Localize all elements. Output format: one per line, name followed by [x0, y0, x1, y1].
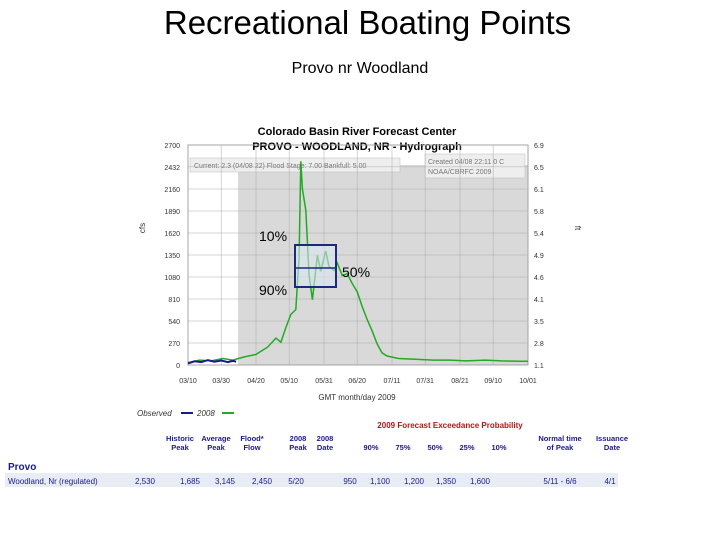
y-tick-label-right: 6.5 [534, 165, 544, 172]
table-header: 75% [395, 443, 410, 452]
x-tick-label: 05/10 [280, 378, 298, 385]
info-box-right [424, 153, 526, 179]
legend-2008-label: 2008 [196, 409, 215, 418]
info-left-text: Current: 2.3 (04/08 22) Flood Stage: 7.0… [194, 163, 366, 170]
y-tick-label-left: 2160 [164, 187, 180, 194]
y-tick-label-right: 5.8 [534, 209, 544, 216]
x-tick-label: 07/31 [416, 378, 434, 385]
table-header: 2008 Peak [289, 434, 307, 452]
y-tick-label-right: 1.1 [534, 363, 544, 370]
table-cell: 1,350 [436, 477, 457, 486]
table-row-bg [5, 473, 618, 487]
y-axis-label-right: ft [573, 226, 582, 231]
table-cell: 2,530 [135, 477, 156, 486]
table-header: Normal time of Peak [538, 434, 581, 452]
table-header: 2008 Date [317, 434, 334, 452]
overlay-label-90: 90% [259, 282, 287, 298]
chart-header: Colorado Basin River Forecast Center [258, 126, 457, 138]
table-header: Historic Peak [166, 434, 194, 452]
table-group-header: 2009 Forecast Exceedance Probability [377, 421, 523, 430]
x-tick-label: 07/11 [384, 378, 401, 385]
table-cell: 1,100 [370, 477, 391, 486]
table-cell: 5/11 - 6/6 [543, 477, 577, 486]
table-header: Flood* Flow [240, 434, 263, 452]
overlay-label-50: 50% [342, 264, 370, 280]
table-cell: 1,600 [470, 477, 491, 486]
y-axis-label-left: cfs [138, 223, 147, 233]
exceedance-box [294, 244, 337, 288]
x-axis-label: GMT month/day 2009 [318, 393, 396, 402]
y-tick-label-left: 2700 [164, 143, 180, 150]
y-tick-label-right: 3.5 [534, 319, 544, 326]
y-tick-label-right: 2.8 [534, 341, 544, 348]
x-tick-label: 03/30 [212, 378, 230, 385]
table-header: 25% [459, 443, 474, 452]
y-tick-label-left: 1890 [164, 209, 180, 216]
table-header: 90% [363, 443, 378, 452]
table-cell: 3,145 [215, 477, 236, 486]
table-cell: 2,450 [252, 477, 273, 486]
table-cell: 5/20 [288, 477, 304, 486]
y-tick-label-right: 6.1 [534, 187, 544, 194]
plot-history-shade [238, 165, 528, 365]
y-tick-label-left: 270 [168, 341, 180, 348]
table-row-name: Woodland, Nr (regulated) [8, 477, 98, 486]
slide-title: Recreational Boating Points [163, 4, 572, 41]
table-row-values: 2,530 1,685 3,145 2,450 5/20 950 1,100 1,200 1,3… [135, 477, 616, 486]
series-line-observed [187, 359, 237, 365]
x-tick-label: 04/20 [247, 378, 265, 385]
y-tick-label-right: 4.9 [534, 253, 544, 260]
y-tick-label-left: 0 [176, 363, 180, 370]
x-tick-label: 05/31 [315, 378, 333, 385]
legend-observed-label: Observed [137, 409, 172, 418]
table-header: 50% [427, 443, 442, 452]
table-header: 10% [491, 443, 506, 452]
y-tick-label-left: 540 [168, 319, 180, 326]
x-tick-label: 08/21 [451, 378, 469, 385]
table-headers: Historic Peak Average Peak Flood* Flow 2008 Pea… [166, 434, 628, 452]
table-cell: 1,200 [404, 477, 425, 486]
y-tick-label-left: 1620 [164, 231, 180, 238]
y-tick-label-left: 1080 [164, 275, 180, 282]
table-cell: 4/1 [604, 477, 616, 486]
x-tick-label: 06/20 [348, 378, 366, 385]
x-tick-label: 10/01 [519, 378, 537, 385]
y-tick-label-right: 4.6 [534, 275, 544, 282]
y-ticks-right: 6.9 6.5 6.1 5.8 5.4 4.9 4.6 4.1 3.5 2.8 1.1 [534, 143, 544, 370]
x-ticks: 03/10 03/30 04/20 05/10 05/31 06/20 07/11 07/31… [179, 378, 537, 385]
y-tick-label-left: 810 [168, 297, 180, 304]
y-tick-label-left: 1350 [164, 253, 180, 260]
y-tick-label-right: 5.4 [534, 231, 544, 238]
x-tick-label: 09/10 [484, 378, 502, 385]
table-header: Average Peak [201, 434, 230, 452]
table-section-label: Provo [8, 462, 36, 473]
info-right-line-1: Created 04/08 22:11 0 C [428, 159, 504, 166]
y-tick-label-right: 4.1 [534, 297, 544, 304]
table-cell: 1,685 [180, 477, 201, 486]
y-tick-label-right: 6.9 [534, 143, 544, 150]
table-cell: 950 [343, 477, 357, 486]
table-header: Issuance Date [596, 434, 628, 452]
x-tick-label: 03/10 [179, 378, 197, 385]
slide-subtitle: Provo nr Woodland [291, 60, 429, 77]
grid-layer [187, 144, 529, 366]
overlay-label-10: 10% [259, 228, 287, 244]
y-tick-label-left: 2432 [164, 165, 180, 172]
info-box-left [189, 157, 401, 173]
